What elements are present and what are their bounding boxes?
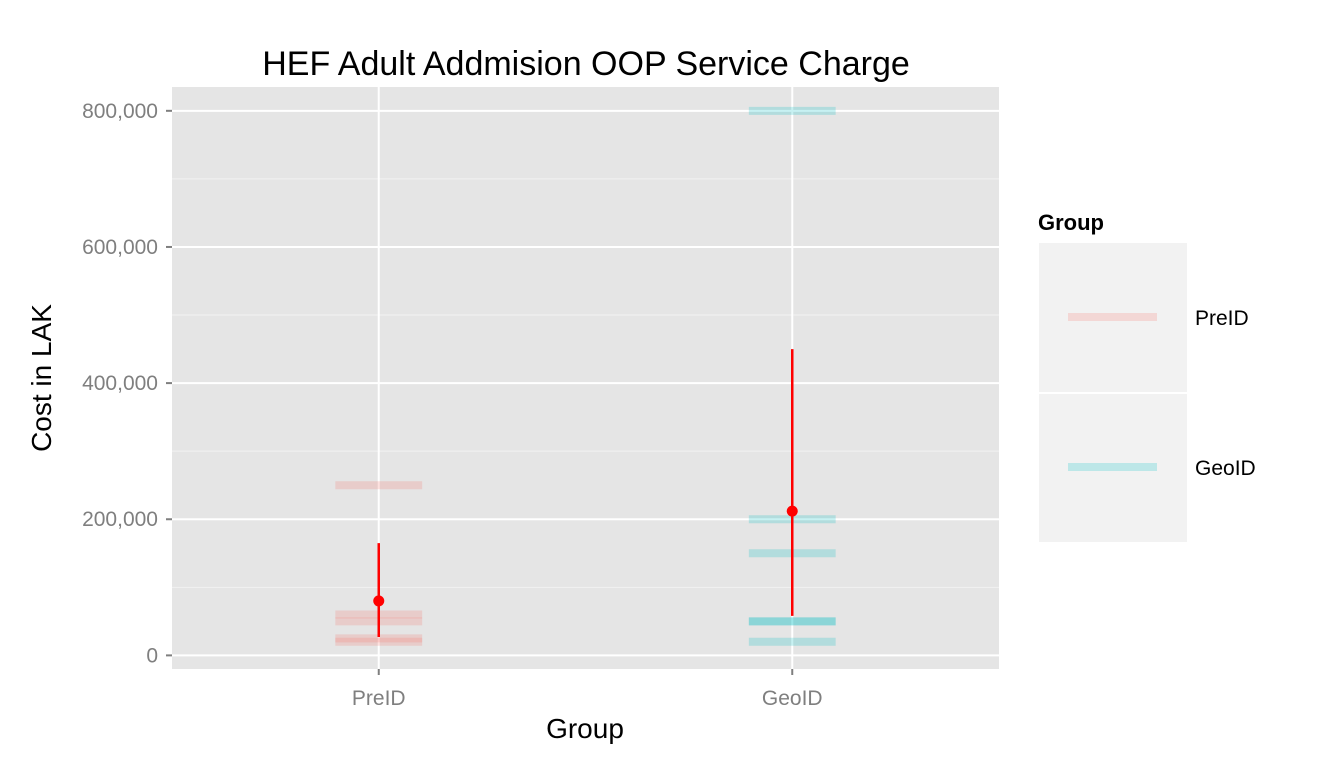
x-axis-title: Group xyxy=(546,713,624,744)
y-tick-label: 800,000 xyxy=(82,100,158,123)
y-axis-title: Cost in LAK xyxy=(26,304,57,452)
axes: 0 200,000 400,000 600,000 800,000 PreID GeoID xyxy=(82,100,823,710)
y-tick-label: 600,000 xyxy=(82,236,158,259)
y-tick-label: 0 xyxy=(146,644,158,667)
plot-panel xyxy=(172,87,999,669)
x-tick-label: PreID xyxy=(352,687,406,710)
y-tick-label: 400,000 xyxy=(82,372,158,395)
summary-mean-point-preid xyxy=(373,595,385,607)
summary-marks xyxy=(373,349,798,638)
legend: Group PreID GeoID xyxy=(1038,210,1256,542)
y-tick-label: 200,000 xyxy=(82,508,158,531)
chart-title: HEF Adult Addmision OOP Service Charge xyxy=(262,45,910,83)
x-tick-label: GeoID xyxy=(762,687,823,710)
legend-title: Group xyxy=(1038,210,1104,235)
summary-mean-point-geoid xyxy=(786,505,798,517)
legend-label-geoid: GeoID xyxy=(1195,457,1256,480)
legend-label-preid: PreID xyxy=(1195,307,1249,330)
